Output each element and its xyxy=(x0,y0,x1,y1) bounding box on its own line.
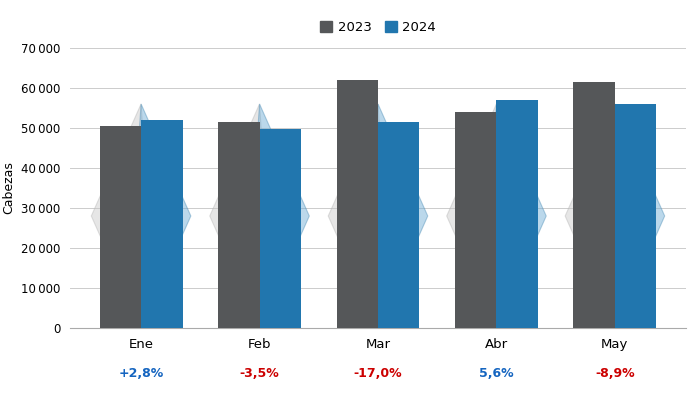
Polygon shape xyxy=(91,104,148,328)
Bar xyxy=(615,104,657,328)
Text: 3: 3 xyxy=(463,199,489,233)
Text: 3: 3 xyxy=(623,199,648,233)
Text: 3: 3 xyxy=(267,199,293,233)
Bar xyxy=(496,100,538,328)
Polygon shape xyxy=(252,104,309,328)
Polygon shape xyxy=(328,104,386,328)
Polygon shape xyxy=(447,104,504,328)
Bar xyxy=(337,80,378,328)
Polygon shape xyxy=(489,104,546,328)
Polygon shape xyxy=(210,104,267,328)
Polygon shape xyxy=(608,104,665,328)
Text: 3: 3 xyxy=(505,199,530,233)
Text: 3: 3 xyxy=(386,199,412,233)
Bar xyxy=(99,126,141,328)
Text: -8,9%: -8,9% xyxy=(595,367,635,380)
Bar xyxy=(378,122,419,328)
Bar xyxy=(218,122,260,328)
Text: 5,6%: 5,6% xyxy=(479,367,514,380)
Polygon shape xyxy=(370,104,428,328)
Text: -3,5%: -3,5% xyxy=(239,367,279,380)
Legend: 2023, 2024: 2023, 2024 xyxy=(315,15,441,39)
Text: 3: 3 xyxy=(108,199,133,233)
Text: 3: 3 xyxy=(226,199,251,233)
Text: 3: 3 xyxy=(344,199,370,233)
Text: 3: 3 xyxy=(582,199,607,233)
Text: -17,0%: -17,0% xyxy=(354,367,402,380)
Polygon shape xyxy=(565,104,622,328)
Text: 3: 3 xyxy=(149,199,174,233)
Bar xyxy=(141,120,183,328)
Y-axis label: Cabezas: Cabezas xyxy=(2,162,15,214)
Text: +2,8%: +2,8% xyxy=(118,367,164,380)
Bar xyxy=(260,129,301,328)
Polygon shape xyxy=(134,104,191,328)
Bar xyxy=(455,112,496,328)
Bar xyxy=(573,82,615,328)
